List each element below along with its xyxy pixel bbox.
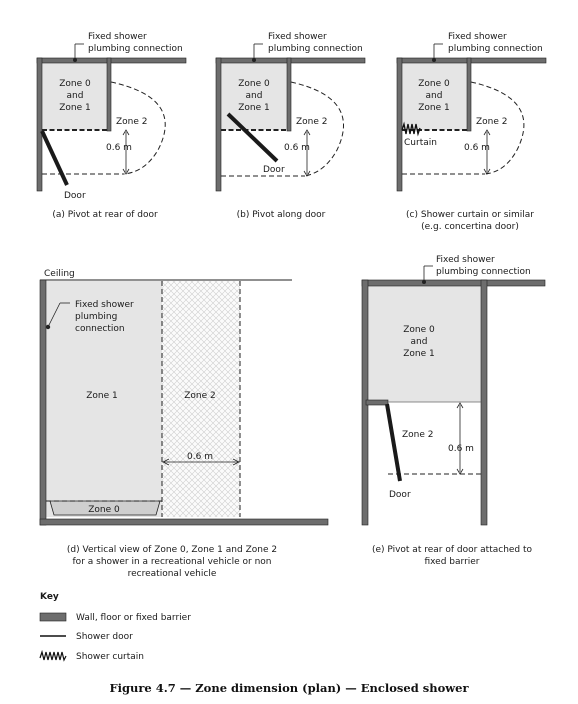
shower-door: [226, 112, 279, 163]
floor: [39, 518, 329, 526]
zone-0-1-area: [402, 62, 468, 130]
zone-2-label: Zone 2: [116, 117, 148, 127]
panel-c: Fixed shower plumbing connection Zone 0 …: [396, 32, 547, 232]
wall-partition: [286, 57, 292, 132]
zone-label-2: and: [67, 91, 84, 101]
callout-line-2: plumbing connection: [448, 44, 543, 54]
panel-e: Fixed shower plumbing connection Zone 0 …: [361, 255, 546, 567]
shower-door: [385, 403, 402, 482]
zone-label-3: Zone 1: [59, 103, 91, 113]
figure-caption: Figure 4.7 — Zone dimension (plan) — Enc…: [109, 681, 469, 695]
zone-2-area: [162, 281, 240, 517]
wall-left: [215, 57, 222, 192]
panel-b: Fixed shower plumbing connection Zone 0 …: [215, 32, 366, 220]
zone-label-1: Zone 0: [403, 325, 435, 335]
wall-top: [361, 279, 546, 287]
wall-left: [36, 57, 43, 192]
wall-top: [396, 57, 547, 64]
dim-label: 0.6 m: [187, 452, 213, 462]
wall-partition: [466, 57, 472, 132]
panel-d: Ceiling Fixed shower plumbing connection…: [39, 269, 329, 579]
callout-line-1: Fixed shower: [75, 300, 134, 310]
wall-top: [36, 57, 187, 64]
door-label: Door: [64, 191, 86, 201]
caption-b: (b) Pivot along door: [237, 210, 326, 220]
caption-d-line-1: (d) Vertical view of Zone 0, Zone 1 and …: [67, 545, 277, 555]
callout-line-1: Fixed shower: [88, 32, 147, 42]
zone-2-label: Zone 2: [402, 430, 434, 440]
caption-d-line-3: recreational vehicle: [128, 569, 217, 579]
zone-0-label: Zone 0: [88, 505, 120, 515]
key-item-wall: Wall, floor or fixed barrier: [76, 613, 191, 623]
zone-label-1: Zone 0: [59, 79, 91, 89]
ceiling-label: Ceiling: [44, 269, 75, 279]
callout-line-1: Fixed shower: [436, 255, 495, 265]
callout-line-1: Fixed shower: [448, 32, 507, 42]
wall-right: [480, 279, 488, 526]
zone-label-2: and: [246, 91, 263, 101]
curtain-label: Curtain: [404, 138, 437, 148]
plumbing-connection-dot: [252, 58, 256, 62]
zone-label-2: and: [411, 337, 428, 347]
plumbing-connection-dot: [45, 324, 51, 330]
caption-d-line-2: for a shower in a recreational vehicle o…: [73, 557, 272, 567]
zone-label-1: Zone 0: [238, 79, 270, 89]
dim-label: 0.6 m: [284, 143, 310, 153]
wall-partition: [106, 57, 112, 132]
callout-line-2: plumbing connection: [88, 44, 183, 54]
zone-0-1-area: [42, 62, 108, 130]
shower-door: [40, 130, 69, 186]
curtain-swing-arc: [470, 81, 525, 175]
zone-1-label: Zone 1: [86, 391, 118, 401]
zone-label-1: Zone 0: [418, 79, 450, 89]
callout-line-2: plumbing connection: [268, 44, 363, 54]
door-swing-arc: [110, 81, 166, 175]
callout-line-2: plumbing: [75, 312, 117, 322]
callout-leader: [47, 302, 61, 328]
key-wall-swatch: [39, 612, 67, 622]
caption-e-line-2: fixed barrier: [424, 557, 479, 567]
caption-a: (a) Pivot at rear of door: [52, 210, 158, 220]
wall-left: [396, 57, 403, 192]
zone-2-label: Zone 2: [476, 117, 508, 127]
caption-e-line-1: (e) Pivot at rear of door attached to: [372, 545, 533, 555]
plumbing-connection-dot: [422, 280, 426, 284]
callout-line-2: plumbing connection: [436, 267, 531, 277]
zone-1-area: [46, 281, 162, 517]
door-swing-arc: [290, 81, 344, 177]
door-label: Door: [389, 490, 411, 500]
caption-c-line-2: (e.g. concertina door): [421, 222, 519, 232]
zone-2-label: Zone 2: [296, 117, 328, 127]
dim-label: 0.6 m: [448, 444, 474, 454]
zone-2-label: Zone 2: [184, 391, 216, 401]
caption-c-line-1: (c) Shower curtain or similar: [406, 210, 534, 220]
zone-label-3: Zone 1: [238, 103, 270, 113]
door-label: Door: [263, 165, 285, 175]
zone-label-3: Zone 1: [403, 349, 435, 359]
callout-line-3: connection: [75, 324, 125, 334]
key-item-door: Shower door: [76, 632, 133, 642]
wall-left: [39, 279, 47, 526]
fixed-barrier: [365, 399, 389, 406]
key-title: Key: [40, 592, 59, 602]
key-curtain-swatch: [39, 649, 67, 662]
plumbing-connection-dot: [73, 58, 77, 62]
zone-label-2: and: [426, 91, 443, 101]
key-item-curtain: Shower curtain: [76, 652, 144, 662]
shower-curtain: [401, 121, 421, 137]
zone-0-1-area: [367, 285, 482, 402]
callout-line-1: Fixed shower: [268, 32, 327, 42]
key: Key Wall, floor or fixed barrier Shower …: [39, 592, 191, 662]
dim-label: 0.6 m: [464, 143, 490, 153]
dim-label: 0.6 m: [106, 143, 132, 153]
zone-label-3: Zone 1: [418, 103, 450, 113]
plumbing-connection-dot: [432, 58, 436, 62]
panel-a: Fixed shower plumbing connection Zone 0 …: [36, 32, 187, 220]
shower-tray: [49, 500, 161, 516]
